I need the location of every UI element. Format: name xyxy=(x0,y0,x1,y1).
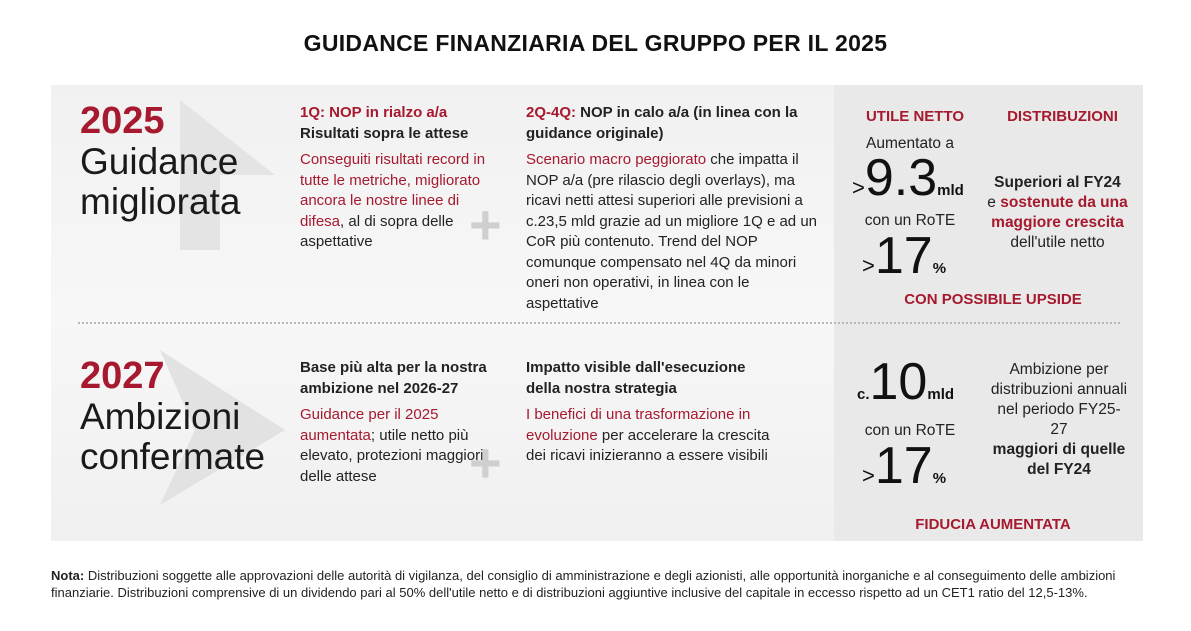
net-prefix: c. xyxy=(857,386,870,403)
arrow-up-icon xyxy=(180,100,275,250)
net-income-2027: c.10mld xyxy=(857,352,954,412)
year-2025: 2025 xyxy=(80,100,165,142)
distrib-red: sostenute da una maggiore crescita xyxy=(991,194,1128,231)
row1-col2-head-black: NOP in calo a/a (in linea con la guidanc… xyxy=(526,104,798,142)
row2-col1-body: Guidance per il 2025 aumentata; utile ne… xyxy=(300,405,510,487)
rote-gt-2027: > xyxy=(862,463,875,488)
net-unit-2027: mld xyxy=(927,386,955,403)
net-income-2025: >9.3mld xyxy=(852,148,964,208)
row1-col2-body: Scenario macro peggiorato che impatta il… xyxy=(526,150,818,314)
rote-value: 17 xyxy=(874,227,933,285)
rote-label-2025: con un RoTE xyxy=(864,212,956,229)
row1-subtitle-line1: Guidance xyxy=(80,141,239,182)
row2-col1-head: Base più alta per la nostra ambizione ne… xyxy=(300,359,487,397)
rote-value-2027: 17 xyxy=(874,437,933,495)
row-divider xyxy=(78,322,1120,324)
row1-col2: 2Q-4Q: NOP in calo a/a (in linea con la … xyxy=(526,103,818,314)
row2-subtitle-line1: Ambizioni xyxy=(80,396,241,437)
rote-unit: % xyxy=(932,260,947,277)
footnote-label: Nota: xyxy=(51,568,85,583)
row1-col1-body: Conseguiti risultati record in tutte le … xyxy=(300,150,500,253)
page-title: GUIDANCE FINANZIARIA DEL GRUPPO PER IL 2… xyxy=(303,30,888,56)
arrow-forward-icon xyxy=(160,350,285,505)
row2-col2-body-red: I benefici di una trasformazione in evol… xyxy=(526,406,751,444)
row1-col1: 1Q: NOP in rialzo a/a Risultati sopra le… xyxy=(300,103,500,253)
row1-col2-head-red: 2Q-4Q: xyxy=(526,104,577,121)
net-gt: > xyxy=(852,175,865,200)
distrib-tail: dell'utile netto xyxy=(1010,234,1105,251)
year-2027: 2027 xyxy=(80,355,165,397)
row1-col2-head: 2Q-4Q: NOP in calo a/a (in linea con la … xyxy=(526,103,818,144)
distrib-e: e xyxy=(987,194,1001,211)
row2-col2-body: I benefici di una trasformazione in evol… xyxy=(526,405,776,467)
row1-subtitle: Guidance migliorata xyxy=(80,142,240,222)
row1-col1-body-red: Conseguiti risultati record in tutte le … xyxy=(300,151,486,230)
upside-footer: CON POSSIBILE UPSIDE xyxy=(904,291,1082,308)
distrib-bold: Superiori al FY24 xyxy=(994,174,1121,191)
fiducia-footer: FIDUCIA AUMENTATA xyxy=(915,516,1071,533)
row1-col2-body-black: che impatta il NOP a/a (pre rilascio deg… xyxy=(526,151,817,312)
row2-subtitle-line2: confermate xyxy=(80,436,266,477)
rote-2025: >17% xyxy=(862,226,946,286)
row2-col2-head: Impatto visible dall'esecuzione della no… xyxy=(526,359,746,397)
net-value: 9.3 xyxy=(864,149,938,207)
distribuzioni-header: DISTRIBUZIONI xyxy=(1007,108,1118,125)
footnote-text: Distribuzioni soggette alle approvazioni… xyxy=(51,568,1116,600)
row1-col2-body-red: Scenario macro peggiorato xyxy=(526,151,707,168)
rote-label-2027: con un RoTE xyxy=(864,422,956,439)
net-unit: mld xyxy=(937,182,964,199)
row1-col1-body-black: , al di sopra delle aspettative xyxy=(300,212,454,251)
row2-col1-body-black: ; utile netto più elevato, protezioni ma… xyxy=(300,426,484,485)
row2-col1: Base più alta per la nostra ambizione ne… xyxy=(300,358,510,487)
row2-col2: Impatto visible dall'esecuzione della no… xyxy=(526,358,776,467)
summary-panel xyxy=(834,85,1143,541)
distrib-text-2027: Ambizione per distribuzioni annuali nel … xyxy=(990,361,1128,438)
plus-icon: + xyxy=(469,431,502,494)
net-value-2027: 10 xyxy=(869,353,928,411)
distribuzioni-2025: Superiori al FY24 e sostenute da una mag… xyxy=(985,173,1130,253)
rote-unit-2027: % xyxy=(932,470,947,487)
row1-subtitle-line2: migliorata xyxy=(80,181,241,222)
row1-col1-head-red: 1Q: NOP in rialzo a/a xyxy=(300,104,448,121)
row2-col1-body-red: Guidance per il 2025 aumentata xyxy=(300,406,439,444)
utile-netto-header: UTILE NETTO xyxy=(865,108,965,125)
row2-subtitle: Ambizioni confermate xyxy=(80,397,265,477)
rote-gt: > xyxy=(862,253,875,278)
distribuzioni-2027: Ambizione per distribuzioni annuali nel … xyxy=(990,360,1128,480)
footnote: Nota: Distribuzioni soggette alle approv… xyxy=(51,567,1143,601)
aumentato-label: Aumentato a xyxy=(866,135,954,152)
row1-col1-head: Risultati sopra le attese xyxy=(300,124,469,142)
rote-2027: >17% xyxy=(862,436,946,496)
distrib-bold-2027: maggiori di quelle del FY24 xyxy=(992,441,1126,478)
row2-col2-body-black: per accelerare la crescita dei ricavi in… xyxy=(526,426,770,465)
plus-icon: + xyxy=(469,193,502,256)
